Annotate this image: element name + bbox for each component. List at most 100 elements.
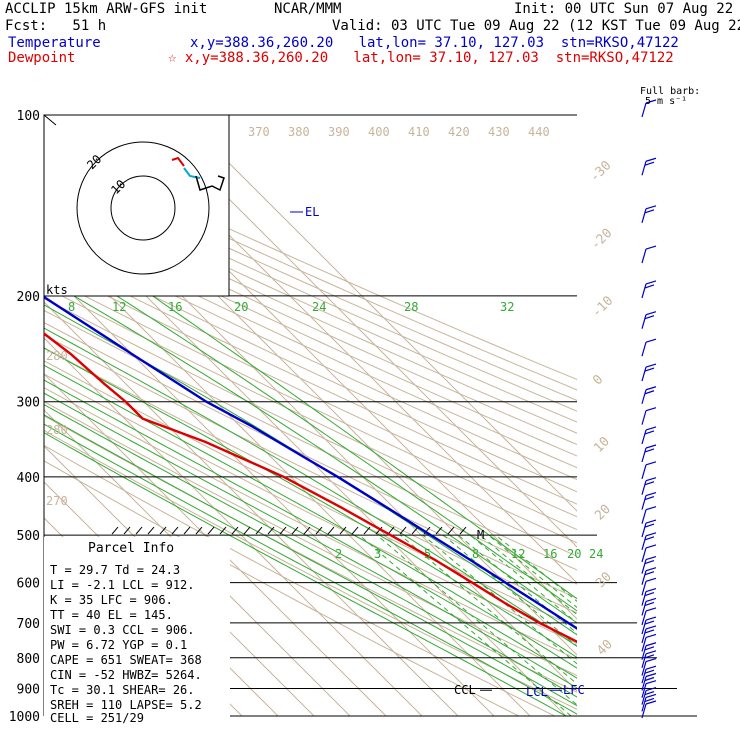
hatch-mark [171,526,179,535]
isotherm-label: -30 [587,158,614,185]
init-time: Init: 00 UTC Sun 07 Aug 22 [514,1,734,17]
hatch-mark [135,526,143,535]
parcel-row-1: T = 29.7 Td = 24.3 [50,563,180,577]
theta-label: 440 [528,125,550,139]
wind-barb [641,157,657,176]
wind-barb [641,532,657,550]
wind-barb [641,693,657,712]
dry-adiabat-line [44,241,577,493]
hatch-mark [435,526,443,535]
hatch-mark [351,526,359,535]
wind-barb [641,700,657,719]
wind-barb [641,633,657,652]
parcel-row-6: PW = 6.72 YGP = 0.1 [50,638,187,652]
hatch-mark [111,526,119,535]
dry-adiabat-line [44,151,577,391]
wind-barb [641,386,657,404]
dry-adiabat-line [44,444,555,716]
dry-adiabat-line [44,322,577,585]
pressure-tick-label-500: 500 [17,529,40,544]
mixing-ratio-label-upper: 20 [234,300,248,314]
dry-adiabat-line [44,170,577,412]
hodograph-units-label: kts [46,283,68,297]
wind-barb [641,461,657,480]
parcel-row-9: Tc = 30.1 SHEAR= 26. [50,683,195,697]
mixing-ratio-label-lower: 12 [511,547,525,561]
hatch-mark [447,526,455,535]
wind-barb [641,506,657,524]
temperature-legend-label: Temperature [8,35,101,51]
theta-label: 280 [46,423,68,437]
mixing-ratio-label-lower: 8 [472,547,479,561]
barb-legend-line2: 5 m s⁻¹ [645,96,687,107]
parcel-row-11: CELL = 251/29 [50,711,144,725]
wind-barb [641,665,657,684]
hatch-mark [411,526,419,535]
lfc-marker: LFC [563,683,585,697]
mixing-ratio-line [358,534,572,716]
wind-barb [641,519,657,538]
wind-barb [641,680,657,698]
dewpoint-location-info: ☆ x,y=388.36,260.20 lat,lon= 37.10, 127.… [168,50,674,66]
wind-barbs-column [641,99,657,719]
theta-label: 410 [408,125,430,139]
wind-barb [641,577,657,596]
isotherm-label: -20 [588,226,615,253]
dry-adiabats-layer [44,142,577,716]
dry-adiabat-line [44,373,577,645]
mixing-ratio-label-upper: 8 [68,300,75,314]
hatch-mark [255,526,263,535]
barb-legend-line1: Full barb: [640,86,700,97]
dry-adiabat-line [44,334,577,599]
pressure-tick-label-900: 900 [17,682,40,697]
theta-label: 370 [248,125,270,139]
mixing-ratio-line [442,534,577,647]
m-marker: M [477,528,484,542]
isotherm-label: 40 [594,637,616,659]
labels-layer: 1002003004005006007008009001000-80-70-60… [9,109,617,725]
isotherm-line [44,301,459,716]
hatch-mark [459,526,467,535]
hatch-mark [231,526,239,535]
hatch-mark [279,526,287,535]
mixing-ratio-label-lower: 16 [543,547,557,561]
dry-adiabat-line [44,252,577,505]
pressure-tick-label-100: 100 [17,109,40,124]
parcel-row-2: LI = -2.1 LCL = 912. [50,578,195,592]
wind-barb [641,477,657,495]
dry-adiabat-line [44,387,577,660]
mixing-ratio-label-lower: 5 [424,547,431,561]
pressure-tick-label-300: 300 [17,396,40,411]
dry-adiabat-line [44,286,577,544]
wind-barb [641,616,657,635]
dry-adiabat-line [44,274,577,531]
wind-barb [641,338,657,357]
theta-label: 390 [328,125,350,139]
mixing-ratio-label-upper: 24 [312,300,326,314]
wind-barb [641,245,657,264]
wind-barb [641,544,657,563]
wind-barb [641,426,657,445]
hodograph-inset: 20 10 kts [43,114,230,297]
wind-barb [641,650,657,668]
hodograph-ring-inner [110,175,176,241]
hodograph-ring-outer [76,141,210,275]
dewpoint-profile-line [44,332,577,644]
mixing-ratio-label-upper: 32 [500,300,514,314]
hatch-mark [291,526,299,535]
hatch-mark [123,526,131,535]
wind-barb [641,625,657,644]
moist-adiabat-line [152,295,577,600]
isotherm-label: 10 [591,434,613,456]
hatch-mark [195,526,203,535]
mixing-ratio-label-upper: 28 [404,300,418,314]
wind-barb [641,280,657,299]
isotherm-label: 30 [593,569,615,591]
dry-adiabat-line [44,142,577,381]
theta-label: 400 [368,125,390,139]
dry-adiabat-line [44,209,577,457]
hatch-mark [375,526,383,535]
isotherm-line [180,115,577,512]
hatch-mark [219,526,227,535]
hatch-mark [327,526,335,535]
